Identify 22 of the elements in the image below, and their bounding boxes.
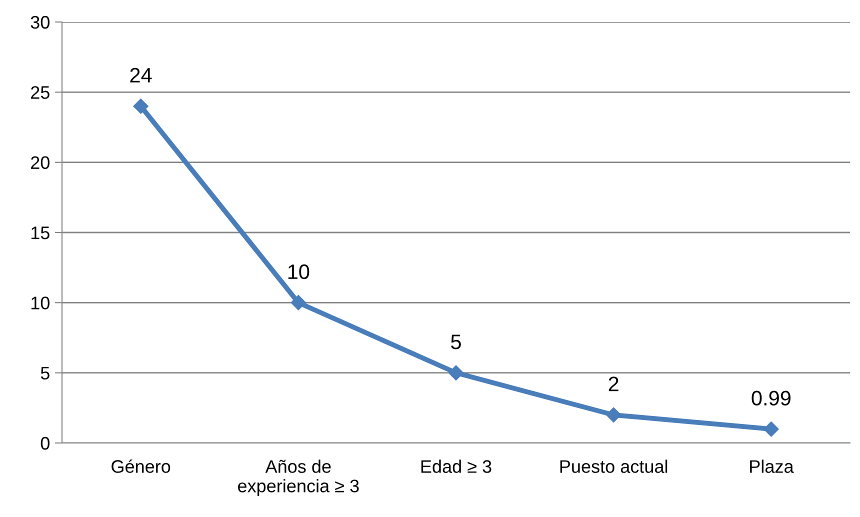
y-tick-label: 10 [31,296,50,310]
data-label: 2 [608,376,618,392]
point [764,422,779,437]
point [448,365,464,380]
y-tick-label: 15 [31,226,50,240]
point [606,407,622,423]
x-tick-label: Plaza [750,460,794,473]
data-label: 5 [451,334,461,350]
x-tick-label: Edad ≥ 3 [421,460,492,473]
y-tick-label: 5 [40,366,50,380]
data-label: 24 [130,68,152,82]
y-tick-label: 25 [31,86,50,99]
data-label: 10 [288,264,310,280]
point [290,295,306,310]
y-tick-label: 30 [30,16,50,29]
y-tick-label: 20 [31,156,50,170]
point [133,98,148,114]
x-tick-label: Años de experiencia ≥ 3 [238,460,359,496]
y-tick-label: 0 [40,436,50,450]
data-label: 0.99 [752,390,790,406]
x-tick-label: Género [112,459,170,473]
x-tick-label: Puesto actual [560,460,668,473]
